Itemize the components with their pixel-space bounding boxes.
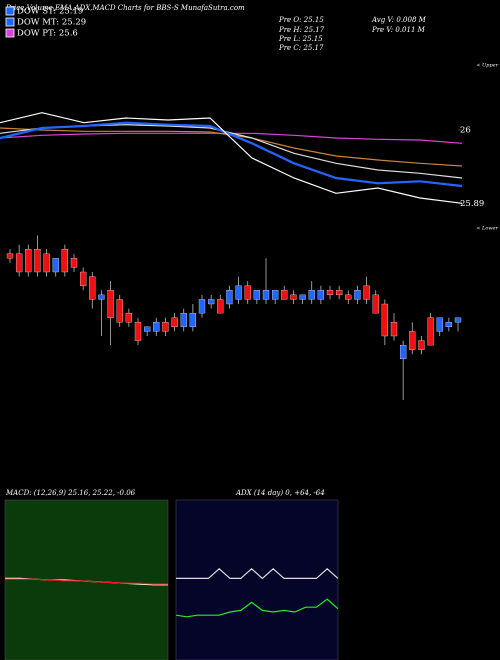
candle-body bbox=[98, 294, 105, 300]
page-title: Price,Volume,EMA,ADX,MACD Charts for BBS… bbox=[5, 4, 245, 12]
candle-body bbox=[171, 317, 178, 328]
candle-body bbox=[125, 312, 133, 323]
series-line bbox=[176, 567, 339, 580]
candle-body bbox=[52, 258, 59, 273]
stat: Pre C: 25.17 bbox=[278, 44, 324, 52]
candle-body bbox=[372, 294, 379, 314]
series-line bbox=[175, 598, 339, 618]
legend-label: DOW PT: 25.6 bbox=[17, 29, 78, 39]
candle-body bbox=[399, 344, 407, 360]
stat: Pre L: 25.15 bbox=[278, 35, 323, 43]
candle-body bbox=[445, 322, 453, 328]
candle-body bbox=[207, 299, 215, 305]
legend-swatch bbox=[5, 6, 15, 16]
candle-body bbox=[143, 326, 151, 332]
candle-body bbox=[390, 322, 398, 337]
candle-body bbox=[409, 331, 416, 350]
candle-body bbox=[6, 253, 14, 259]
panel-title: MACD: (12,26,9) 25.16, 25.22, -0.06 bbox=[5, 489, 136, 497]
volume: Pre V: 0.011 M bbox=[371, 26, 426, 34]
candle-body bbox=[226, 290, 233, 305]
candle-body bbox=[235, 285, 242, 300]
legend-swatch bbox=[5, 28, 15, 38]
candle-body bbox=[436, 317, 443, 332]
y-tick-label: 25.89 bbox=[460, 199, 484, 209]
candle-body bbox=[326, 290, 334, 296]
panel-background bbox=[175, 499, 339, 660]
candle-body bbox=[418, 340, 425, 350]
candle-body bbox=[290, 294, 297, 300]
annotation: < Lower bbox=[476, 226, 498, 232]
candle-body bbox=[79, 271, 87, 286]
candle-body bbox=[299, 294, 306, 300]
candle-body bbox=[34, 248, 41, 273]
candle-body bbox=[43, 253, 50, 273]
candle-body bbox=[134, 322, 142, 341]
candle-body bbox=[262, 290, 270, 300]
candle-body bbox=[354, 290, 361, 300]
candle-body bbox=[162, 322, 169, 332]
series-line bbox=[5, 578, 168, 585]
candle-body bbox=[180, 312, 187, 328]
annotation: < Upper bbox=[476, 63, 498, 69]
candle-body bbox=[454, 317, 462, 323]
candle-body bbox=[153, 322, 160, 332]
candle-body bbox=[116, 299, 123, 323]
candle-body bbox=[244, 285, 251, 300]
candle-body bbox=[15, 253, 23, 273]
candle-body bbox=[217, 299, 224, 314]
candle-body bbox=[189, 312, 197, 328]
legend-label: DOW ST: 25.19 bbox=[17, 7, 83, 17]
candle-body bbox=[198, 299, 206, 314]
series-line bbox=[0, 112, 463, 204]
candle-body bbox=[89, 276, 96, 300]
candle-body bbox=[345, 294, 352, 300]
candle-body bbox=[253, 290, 261, 300]
panel-background bbox=[4, 499, 169, 660]
candle-body bbox=[61, 248, 69, 273]
candle-body bbox=[70, 258, 78, 268]
y-tick-label: 26 bbox=[460, 126, 471, 136]
candle-body bbox=[335, 290, 343, 296]
legend-label: DOW MT: 25.29 bbox=[17, 18, 86, 28]
volume: Avg V: 0.008 M bbox=[371, 16, 427, 24]
candle-body bbox=[271, 290, 279, 300]
candle-body bbox=[25, 248, 32, 273]
candle-body bbox=[381, 303, 389, 337]
candle-body bbox=[427, 317, 434, 346]
candle-body bbox=[363, 285, 370, 300]
stat: Pre O: 25.15 bbox=[278, 16, 324, 24]
stat: Pre H: 25.17 bbox=[278, 26, 325, 34]
candle-body bbox=[107, 290, 114, 318]
candle-body bbox=[308, 290, 315, 300]
candle-body bbox=[317, 290, 325, 300]
candle-body bbox=[281, 290, 288, 300]
legend-swatch bbox=[5, 17, 15, 27]
series-line bbox=[0, 121, 463, 188]
panel-title: ADX (14 day) 0, +64, -64 bbox=[235, 489, 325, 497]
